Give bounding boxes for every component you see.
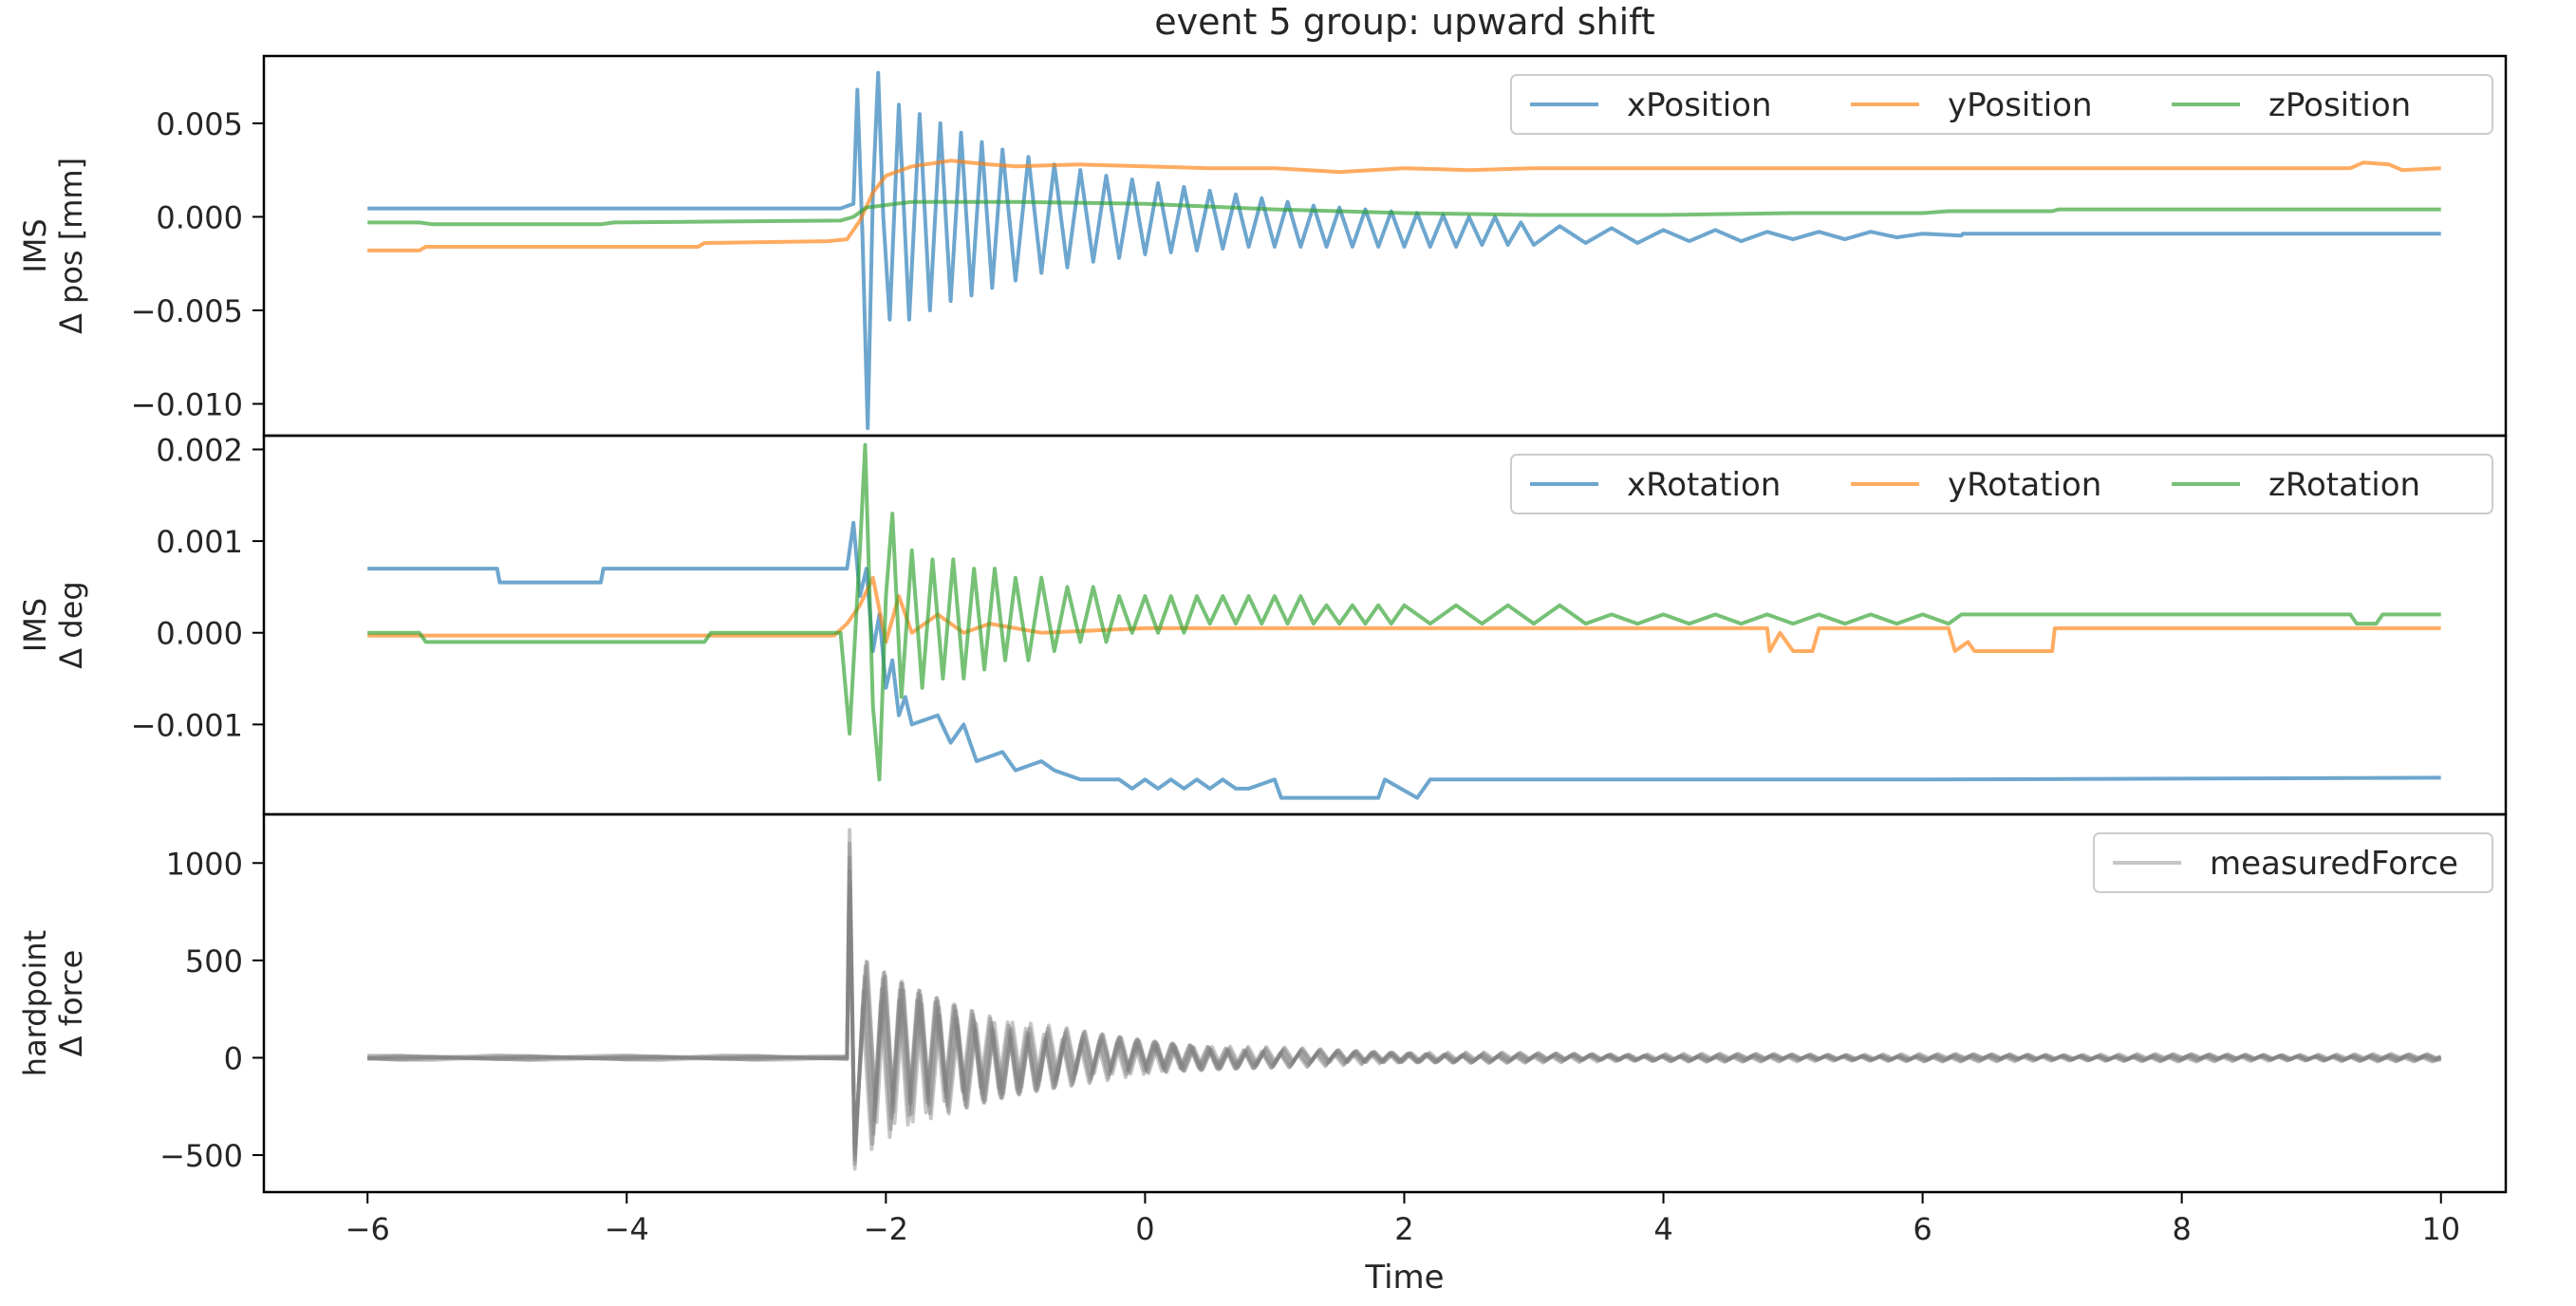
panel-1-y-tick-label: −0.005 bbox=[131, 293, 243, 329]
x-tick-label: 4 bbox=[1653, 1211, 1672, 1247]
series-line-yPosition bbox=[367, 159, 2441, 252]
x-tick-label: 10 bbox=[2421, 1211, 2460, 1247]
panel-2-y-tick-label: 0.000 bbox=[156, 616, 243, 652]
x-tick-label: 0 bbox=[1135, 1211, 1154, 1247]
panel-3-plot bbox=[367, 828, 2442, 1171]
series-line-measuredForce-trace-3 bbox=[367, 855, 2442, 1162]
panel-2-legend: xRotation yRotation zRotation bbox=[1510, 454, 2493, 514]
legend-label-measuredForce: measuredForce bbox=[2210, 845, 2458, 883]
panel-1-plot bbox=[367, 70, 2441, 431]
series-line-yRotation bbox=[367, 575, 2441, 653]
legend-label-zPosition: zPosition bbox=[2268, 86, 2411, 124]
x-axis-label: Time bbox=[1364, 1259, 1444, 1297]
panel-2-y-axis-label: IMSΔ deg bbox=[17, 581, 89, 668]
legend-label-yRotation: yRotation bbox=[1948, 466, 2101, 504]
legend-box bbox=[1510, 454, 2493, 514]
x-tick-label: 8 bbox=[2172, 1211, 2191, 1247]
x-tick-label: 2 bbox=[1394, 1211, 1413, 1247]
y-axis-label-line: hardpoint bbox=[17, 930, 53, 1076]
panel-3-frame bbox=[262, 812, 2508, 1194]
legend-label-xPosition: xPosition bbox=[1627, 86, 1772, 124]
panel-3-y-tick-label: 500 bbox=[185, 943, 243, 980]
panel-2-y-tick-label: 0.001 bbox=[156, 524, 243, 560]
legend-label-yPosition: yPosition bbox=[1948, 86, 2093, 124]
series-line-xRotation bbox=[367, 520, 2441, 800]
legend-label-zRotation: zRotation bbox=[2268, 466, 2420, 504]
y-axis-label-line: Δ force bbox=[53, 950, 89, 1057]
series-line-xPosition bbox=[367, 70, 2441, 431]
x-tick-label: −6 bbox=[345, 1211, 390, 1247]
y-axis-label-line: IMS bbox=[17, 218, 53, 272]
panel-1-y-tick-label: 0.000 bbox=[156, 199, 243, 235]
x-tick-label: −4 bbox=[605, 1211, 649, 1247]
legend-label-xRotation: xRotation bbox=[1627, 466, 1781, 504]
series-line-measuredForce-trace-2 bbox=[367, 841, 2442, 1166]
legend-box bbox=[2093, 832, 2493, 893]
y-axis-label-line: Δ deg bbox=[53, 581, 89, 668]
panel-2-plot bbox=[367, 442, 2441, 800]
x-tick-label: −2 bbox=[864, 1211, 908, 1247]
panel-1-y-axis-label: IMSΔ pos [mm] bbox=[17, 158, 89, 334]
panel-3-y-tick-label: 0 bbox=[224, 1040, 243, 1076]
y-axis-label-line: Δ pos [mm] bbox=[53, 158, 89, 334]
panel-3-legend: measuredForce bbox=[2093, 832, 2493, 893]
chart-title: event 5 group: upward shift bbox=[1154, 1, 1655, 43]
panel-2-y-tick-label: 0.002 bbox=[156, 432, 243, 468]
series-line-measuredForce-trace-1 bbox=[367, 828, 2442, 1171]
series-line-zPosition bbox=[367, 199, 2441, 227]
panel-3-y-axis-label: hardpointΔ force bbox=[17, 930, 89, 1076]
series-line-measuredForce-trace-5 bbox=[367, 883, 2442, 1152]
series-line-zRotation bbox=[367, 442, 2441, 782]
series-line-measuredForce-trace-4 bbox=[367, 868, 2442, 1157]
series-line-measuredForce-trace-6 bbox=[367, 896, 2442, 1147]
panel-3-y-tick-label: −500 bbox=[159, 1138, 243, 1174]
panel-1-y-tick-label: −0.010 bbox=[131, 387, 243, 423]
y-axis-label-line: IMS bbox=[17, 598, 53, 652]
x-tick-label: 6 bbox=[1913, 1211, 1932, 1247]
panel-1-legend: xPosition yPosition zPosition bbox=[1510, 74, 2493, 135]
panel-3-y-tick-label: 1000 bbox=[166, 846, 243, 882]
panel-1-y-tick-label: 0.005 bbox=[156, 106, 243, 142]
legend-box bbox=[1510, 74, 2493, 135]
panel-2-y-tick-label: −0.001 bbox=[131, 707, 243, 743]
